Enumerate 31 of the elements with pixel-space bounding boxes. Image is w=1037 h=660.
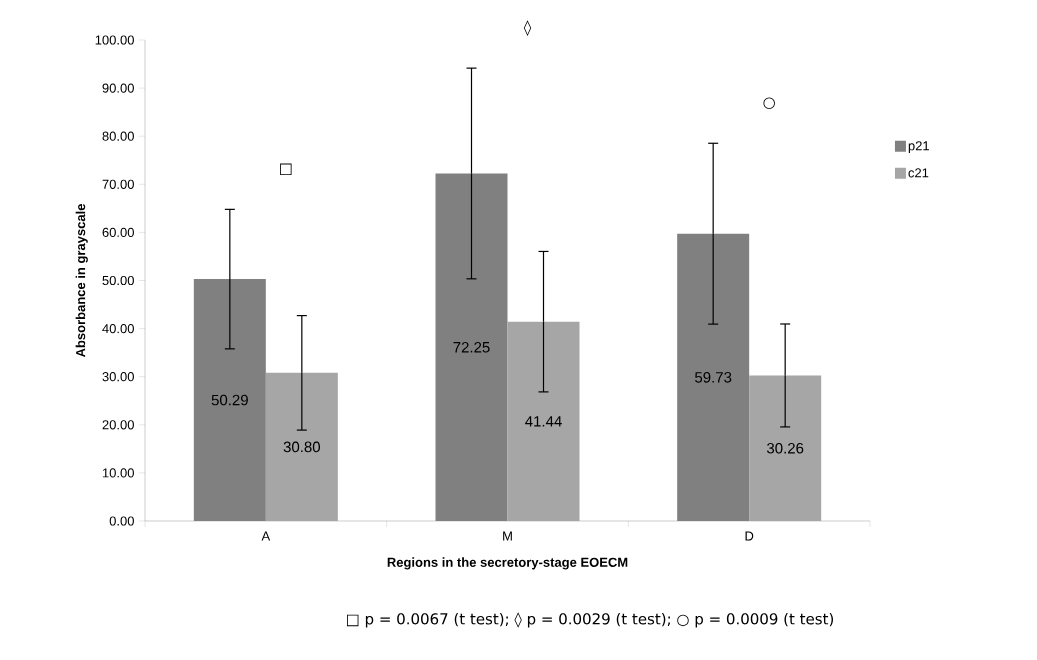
bar xyxy=(265,372,338,521)
y-tick-label: 80.00 xyxy=(102,131,134,141)
y-tick-label: 100.00 xyxy=(95,35,134,45)
y-tick-label: 20.00 xyxy=(102,420,134,430)
text: □ p = 0.0067 (t test); ◊ p = 0.0029 (t test); ○ p = 0.0009 (t test) xyxy=(347,612,834,628)
data-label: 41.44 xyxy=(525,416,562,427)
y-tick-label: 60.00 xyxy=(102,227,134,237)
text: ◊ xyxy=(523,20,532,36)
y-tick-label: 0.00 xyxy=(109,516,134,526)
data-label: 30.26 xyxy=(766,442,804,454)
data-label: 30.80 xyxy=(283,441,321,453)
x-tick-label: A xyxy=(261,531,271,541)
x-tick-label: M xyxy=(503,531,512,541)
bar xyxy=(749,375,822,521)
y-tick-label: 90.00 xyxy=(102,83,134,93)
data-label: 72.25 xyxy=(453,341,490,353)
y-tick-label: 50.00 xyxy=(102,275,134,286)
legend-label: c21 xyxy=(908,168,929,178)
data-label: 50.29 xyxy=(211,394,248,406)
x-tick-label: D xyxy=(745,531,754,541)
x-axis-title: Regions in the secretory-stage EOECM xyxy=(387,557,628,570)
y-tick-label: 70.00 xyxy=(102,179,134,189)
y-tick-label: 10.00 xyxy=(102,468,134,478)
y-axis-title: Absorbance in grayscale xyxy=(75,204,88,358)
data-label: 59.73 xyxy=(695,372,732,383)
annotation: ○ xyxy=(763,97,775,110)
y-tick-label: 30.00 xyxy=(102,372,134,382)
annotation: □ xyxy=(280,163,292,176)
y-tick-label: 40.00 xyxy=(102,323,134,334)
legend-label: p21 xyxy=(908,141,929,154)
bar xyxy=(507,321,580,521)
